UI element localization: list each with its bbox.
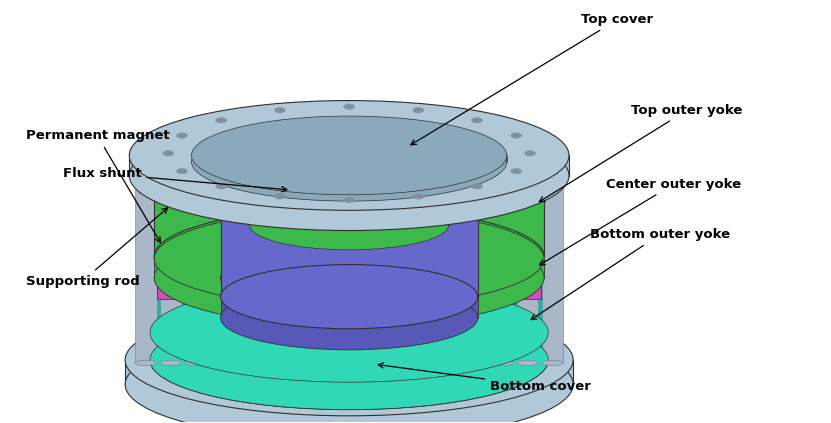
Circle shape	[216, 118, 227, 123]
Polygon shape	[158, 229, 182, 299]
Text: Bottom cover: Bottom cover	[378, 363, 591, 393]
Ellipse shape	[150, 310, 548, 409]
Polygon shape	[220, 277, 478, 318]
Ellipse shape	[249, 175, 449, 225]
Circle shape	[177, 168, 188, 174]
Circle shape	[511, 133, 522, 138]
Ellipse shape	[155, 134, 544, 231]
Ellipse shape	[492, 360, 514, 365]
Circle shape	[177, 133, 188, 138]
Ellipse shape	[295, 195, 403, 222]
Ellipse shape	[150, 283, 548, 382]
Circle shape	[163, 151, 174, 156]
Ellipse shape	[184, 176, 206, 181]
Circle shape	[472, 184, 483, 189]
Polygon shape	[220, 187, 478, 297]
Polygon shape	[295, 186, 403, 209]
Polygon shape	[516, 229, 541, 299]
Ellipse shape	[184, 360, 206, 365]
Polygon shape	[249, 200, 449, 225]
Polygon shape	[125, 360, 573, 385]
Circle shape	[344, 197, 355, 203]
Circle shape	[413, 194, 424, 199]
Text: Center outer yoke: Center outer yoke	[539, 178, 741, 265]
Text: Supporting rod: Supporting rod	[26, 208, 168, 288]
Ellipse shape	[492, 176, 514, 181]
Polygon shape	[253, 182, 445, 191]
Circle shape	[274, 194, 285, 199]
Polygon shape	[160, 179, 181, 363]
Text: Top cover: Top cover	[411, 13, 653, 145]
Polygon shape	[130, 155, 569, 176]
Ellipse shape	[220, 246, 478, 310]
Ellipse shape	[220, 155, 478, 219]
Ellipse shape	[253, 167, 445, 214]
Polygon shape	[135, 179, 157, 363]
Circle shape	[216, 184, 227, 189]
Polygon shape	[155, 259, 544, 277]
Ellipse shape	[517, 360, 538, 365]
Circle shape	[413, 107, 424, 113]
Ellipse shape	[130, 101, 569, 210]
Text: Top outer yoke: Top outer yoke	[539, 104, 743, 202]
Ellipse shape	[220, 264, 478, 329]
Ellipse shape	[542, 176, 563, 181]
Ellipse shape	[220, 286, 478, 350]
Text: Flux shunt: Flux shunt	[63, 167, 287, 192]
Ellipse shape	[150, 133, 548, 233]
Polygon shape	[150, 183, 548, 360]
Ellipse shape	[155, 208, 544, 305]
Polygon shape	[542, 179, 563, 363]
Ellipse shape	[542, 360, 563, 365]
Ellipse shape	[249, 200, 449, 250]
Ellipse shape	[191, 122, 507, 201]
Ellipse shape	[295, 172, 403, 199]
Circle shape	[472, 118, 483, 123]
Ellipse shape	[150, 310, 548, 409]
Polygon shape	[155, 183, 544, 257]
Ellipse shape	[135, 360, 157, 365]
Ellipse shape	[125, 328, 573, 423]
Ellipse shape	[191, 116, 507, 195]
Ellipse shape	[155, 229, 544, 327]
Polygon shape	[150, 332, 548, 360]
Ellipse shape	[125, 304, 573, 416]
Polygon shape	[492, 179, 514, 363]
Circle shape	[524, 151, 535, 156]
Ellipse shape	[160, 360, 181, 365]
Circle shape	[274, 107, 285, 113]
Text: Bottom outer yoke: Bottom outer yoke	[531, 228, 730, 320]
Ellipse shape	[160, 176, 181, 181]
Ellipse shape	[517, 176, 538, 181]
Polygon shape	[517, 179, 538, 363]
Ellipse shape	[253, 159, 445, 206]
Circle shape	[344, 104, 355, 110]
Ellipse shape	[130, 121, 569, 231]
Ellipse shape	[135, 176, 157, 181]
Ellipse shape	[155, 210, 544, 308]
Circle shape	[511, 168, 522, 174]
Polygon shape	[191, 155, 507, 162]
Text: Permanent magnet: Permanent magnet	[26, 129, 170, 242]
Polygon shape	[184, 179, 206, 363]
